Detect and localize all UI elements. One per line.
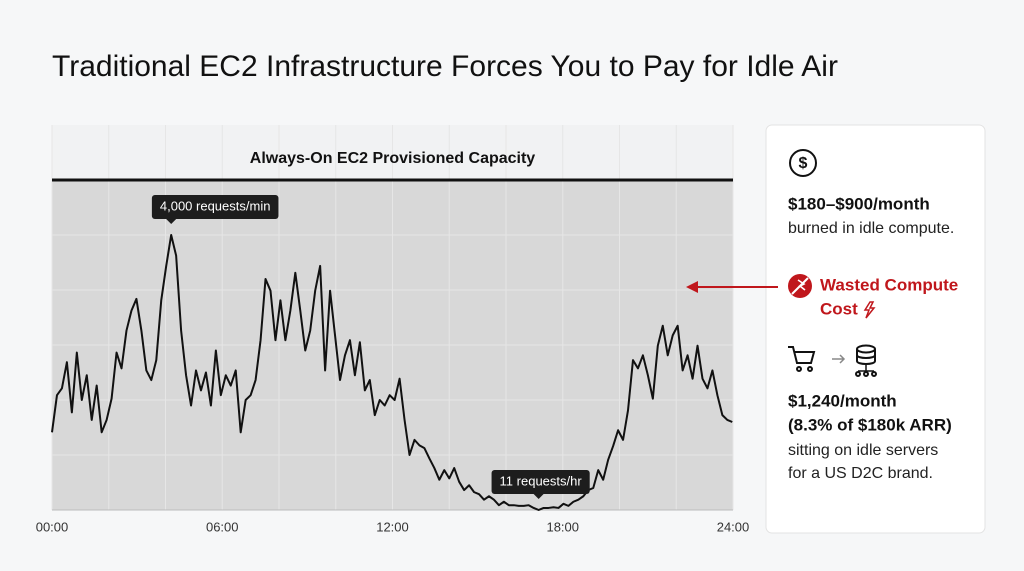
svg-text:$: $ <box>799 155 808 172</box>
x-tick-label: 24:00 <box>717 519 750 534</box>
plot: 00:00 06:00 12:00 18:00 24:00 Always-On EC2 P… <box>36 125 750 534</box>
capacity-label: Always-On EC2 Provisioned Capacity <box>250 150 536 167</box>
annotation: 4,000 requests/min <box>151 195 279 224</box>
dollar-icon: $ <box>789 149 817 177</box>
waste-label: Wasted Compute <box>820 275 958 294</box>
example-text: sitting on idle servers <box>788 442 938 459</box>
annotation: 11 requests/hr <box>491 469 590 499</box>
x-tick-label: 00:00 <box>36 519 69 534</box>
waste-icon <box>788 274 812 298</box>
waste-arrow-head <box>686 281 698 293</box>
annotation-label: 4,000 requests/min <box>160 198 271 213</box>
example-share: (8.3% of $180k ARR) <box>788 415 952 434</box>
traffic-line <box>51 234 733 511</box>
annotation-box <box>151 195 279 219</box>
waste-label: Cost <box>820 299 858 318</box>
title: Traditional EC2 Infrastructure Forces Yo… <box>52 50 838 83</box>
example-text: for a US D2C brand. <box>788 465 933 482</box>
cost-amount: $180–$900/month <box>788 194 930 213</box>
cost-text: burned in idle compute. <box>788 220 954 237</box>
x-tick-label: 06:00 <box>206 519 239 534</box>
annotation-label: 11 requests/hr <box>500 473 583 488</box>
cart-db-icon <box>788 344 877 377</box>
panel-card <box>765 124 986 534</box>
annotation-pointer <box>533 493 544 499</box>
annotation-box <box>491 469 590 494</box>
x-tick-label: 12:00 <box>376 519 409 534</box>
annotation-pointer <box>166 219 177 224</box>
example-amount: $1,240/month <box>788 391 897 410</box>
x-tick-label: 18:00 <box>546 519 579 534</box>
bolt-icon <box>863 301 876 319</box>
